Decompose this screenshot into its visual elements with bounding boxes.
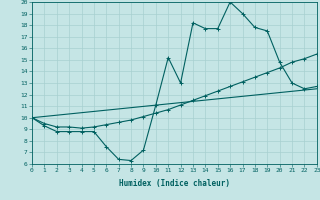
X-axis label: Humidex (Indice chaleur): Humidex (Indice chaleur) — [119, 179, 230, 188]
